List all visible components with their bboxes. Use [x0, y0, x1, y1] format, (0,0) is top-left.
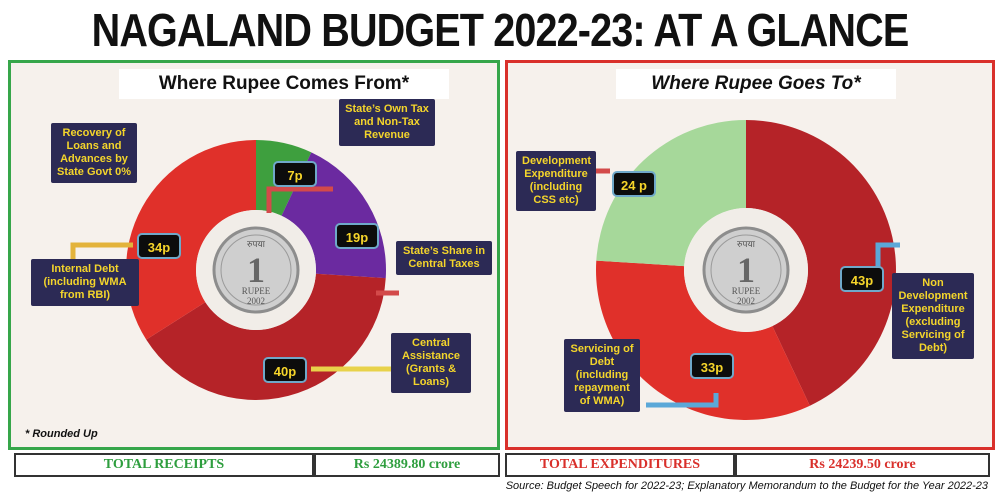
coin-year: 2002: [737, 296, 755, 306]
label-own-tax: State’s Own Tax and Non-Tax Revenue: [339, 99, 435, 146]
page-title: NAGALAND BUDGET 2022-23: AT A GLANCE: [91, 4, 910, 56]
receipts-donut-chart: रुपया 1 RUPEE 2002: [70, 140, 399, 400]
value-own-tax: 7p: [273, 161, 317, 187]
total-receipts-label: TOTAL RECEIPTS: [14, 453, 314, 477]
coin-top-text: रुपया: [247, 240, 266, 250]
arrow-internal-debt: [70, 242, 133, 261]
expenditure-donut-chart: रुपया 1 RUPEE 2002: [588, 120, 900, 420]
coin-word: RUPEE: [242, 286, 271, 296]
rounded-up-note: * Rounded Up: [25, 428, 98, 440]
coin-numeral: 1: [737, 250, 755, 290]
rupee-coin-right: रुपया 1 RUPEE 2002: [702, 226, 790, 314]
value-share-taxes: 19p: [335, 223, 379, 249]
receipts-heading: Where Rupee Comes From*: [119, 69, 449, 99]
value-internal-debt: 34p: [137, 233, 181, 259]
label-development: Development Expenditure (including CSS e…: [516, 151, 596, 211]
donut-slice: [596, 260, 810, 420]
value-development: 24 p: [612, 171, 656, 197]
donut-slice: [746, 120, 896, 406]
label-non-development: Non Development Expenditure (excluding S…: [892, 273, 974, 359]
label-servicing: Servicing of Debt (including repayment o…: [564, 339, 640, 412]
label-central: Central Assistance (Grants & Loans): [391, 333, 471, 393]
coin-word: RUPEE: [732, 286, 761, 296]
label-share-taxes: State’s Share in Central Taxes: [396, 241, 492, 275]
value-central: 40p: [263, 357, 307, 383]
arrow-own-tax: [266, 186, 333, 213]
label-recovery: Recovery of Loans and Advances by State …: [51, 123, 137, 183]
value-servicing: 33p: [690, 353, 734, 379]
value-non-development: 43p: [840, 266, 884, 292]
expenditure-heading: Where Rupee Goes To*: [616, 69, 896, 99]
total-receipts-value: Rs 24389.80 crore: [314, 453, 500, 477]
receipts-panel: Where Rupee Comes From* रुपया 1 RUPEE 20…: [8, 60, 500, 450]
coin-numeral: 1: [247, 250, 265, 290]
donut-slice: [126, 140, 256, 340]
total-expenditures-label: TOTAL EXPENDITURES: [505, 453, 735, 477]
expenditure-donut: [596, 120, 896, 420]
arrow-non-development: [875, 242, 900, 273]
coin-year: 2002: [247, 296, 265, 306]
label-internal-debt: Internal Debt (including WMA from RBI): [31, 259, 139, 306]
rupee-coin-left: रुपया 1 RUPEE 2002: [212, 226, 300, 314]
expenditure-panel: Where Rupee Goes To* रुपया 1 RUPEE 2002 …: [505, 60, 995, 450]
arrow-servicing: [646, 393, 719, 408]
donut-slice: [596, 120, 746, 267]
source-note: Source: Budget Speech for 2022-23; Expla…: [505, 480, 988, 492]
coin-top-text: रुपया: [737, 240, 756, 250]
total-expenditures-value: Rs 24239.50 crore: [735, 453, 990, 477]
